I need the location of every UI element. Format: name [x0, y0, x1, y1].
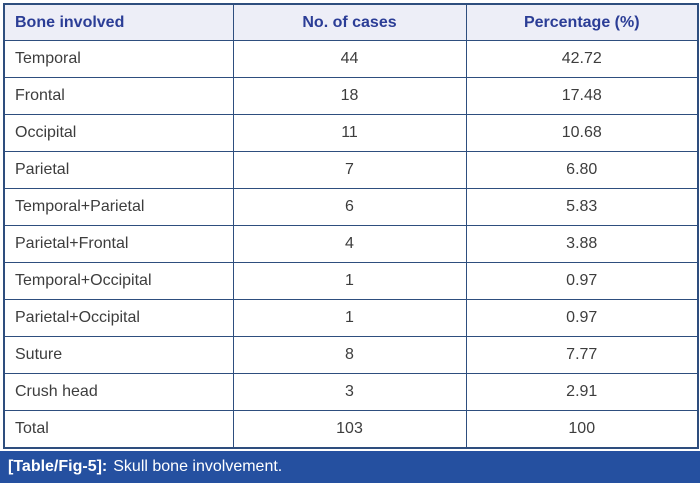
table-cell-cases: 1	[232, 299, 467, 337]
table-cell-cases: 18	[232, 77, 467, 115]
skull-bone-table: Bone involved No. of cases Percentage (%…	[3, 3, 699, 449]
table-cell-percentage: 6.80	[465, 151, 699, 189]
table-cell-percentage: 2.91	[465, 373, 699, 411]
table-cell-bone: Parietal	[3, 151, 234, 189]
table-cell-bone: Suture	[3, 336, 234, 374]
table-row: Occipital 11 10.68	[3, 114, 699, 152]
table-cell-bone: Temporal	[3, 40, 234, 78]
table-caption: [Table/Fig-5]: Skull bone involvement.	[0, 451, 700, 483]
table-cell-percentage: 5.83	[465, 188, 699, 226]
table-cell-cases: 11	[232, 114, 467, 152]
table-row: Frontal 18 17.48	[3, 77, 699, 115]
table-cell-bone: Temporal+Parietal	[3, 188, 234, 226]
table-row: Temporal+Parietal 6 5.83	[3, 188, 699, 226]
table-cell-bone: Parietal+Frontal	[3, 225, 234, 263]
table-cell-bone: Occipital	[3, 114, 234, 152]
table-wrapper: Bone involved No. of cases Percentage (%…	[3, 3, 699, 449]
table-cell-cases: 8	[232, 336, 467, 374]
table-cell-bone: Frontal	[3, 77, 234, 115]
column-header-bone-involved: Bone involved	[3, 3, 234, 41]
table-cell-cases: 3	[232, 373, 467, 411]
column-header-no-of-cases: No. of cases	[232, 3, 467, 41]
table-row: Temporal 44 42.72	[3, 40, 699, 78]
table-cell-percentage: 17.48	[465, 77, 699, 115]
table-cell-cases: 44	[232, 40, 467, 78]
table-row: Temporal+Occipital 1 0.97	[3, 262, 699, 300]
caption-label: [Table/Fig-5]:	[8, 458, 108, 475]
header-row: Bone involved No. of cases Percentage (%…	[3, 3, 699, 41]
table-cell-percentage: 0.97	[465, 299, 699, 337]
table-cell-bone: Total	[3, 410, 234, 449]
table-cell-percentage: 7.77	[465, 336, 699, 374]
table-cell-cases: 1	[232, 262, 467, 300]
table-row: Suture 8 7.77	[3, 336, 699, 374]
table-row: Crush head 3 2.91	[3, 373, 699, 411]
table-cell-percentage: 42.72	[465, 40, 699, 78]
table-cell-bone: Temporal+Occipital	[3, 262, 234, 300]
table-cell-bone: Crush head	[3, 373, 234, 411]
table-cell-percentage: 10.68	[465, 114, 699, 152]
table-cell-bone: Parietal+Occipital	[3, 299, 234, 337]
caption-text: Skull bone involvement.	[113, 458, 283, 475]
table-body: Temporal 44 42.72 Frontal 18 17.48 Occip…	[3, 40, 699, 449]
table-cell-percentage: 100	[465, 410, 699, 449]
table-cell-percentage: 3.88	[465, 225, 699, 263]
column-header-percentage: Percentage (%)	[465, 3, 699, 41]
table-row: Parietal+Occipital 1 0.97	[3, 299, 699, 337]
table-row-total: Total 103 100	[3, 410, 699, 449]
table-row: Parietal+Frontal 4 3.88	[3, 225, 699, 263]
table-row: Parietal 7 6.80	[3, 151, 699, 189]
table-header: Bone involved No. of cases Percentage (%…	[3, 3, 699, 41]
table-cell-cases: 6	[232, 188, 467, 226]
table-cell-percentage: 0.97	[465, 262, 699, 300]
table-cell-cases: 103	[232, 410, 467, 449]
table-cell-cases: 4	[232, 225, 467, 263]
table-cell-cases: 7	[232, 151, 467, 189]
